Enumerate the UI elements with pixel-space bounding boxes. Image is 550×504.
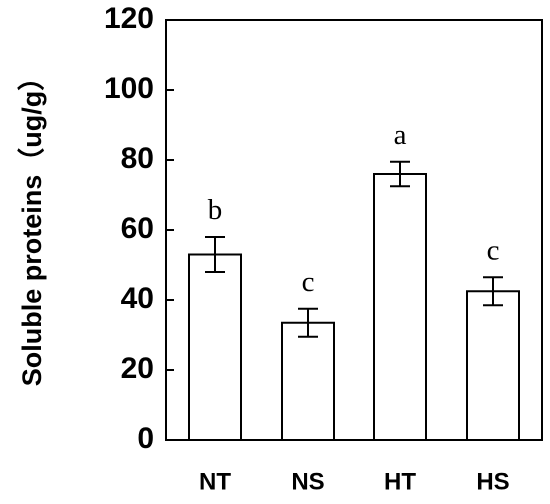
y-tick-label: 100 [104, 72, 154, 105]
significance-label: c [302, 266, 315, 298]
bar-NS [281, 321, 335, 441]
bar-NT [188, 253, 242, 441]
y-tick-label: 40 [121, 282, 154, 315]
significance-label: b [208, 194, 223, 226]
y-tick-label: 20 [121, 352, 154, 385]
y-axis: 0 20 40 60 80 100 120 [104, 2, 174, 455]
labels: b NT c NS a HT c HS [199, 119, 510, 496]
bars [188, 160, 520, 441]
x-category-label: NS [291, 468, 324, 495]
x-category-label: NT [199, 468, 231, 495]
error-bar-NT [205, 236, 225, 273]
error-bar-HS [483, 276, 503, 307]
y-tick-label: 0 [137, 422, 154, 455]
x-category-label: HT [384, 468, 416, 495]
significance-label: c [487, 234, 500, 266]
error-bar-NS [298, 307, 318, 338]
y-tick-label: 80 [121, 142, 154, 175]
x-category-label: HS [476, 468, 509, 495]
bar-HS [466, 290, 520, 441]
plot-frame [165, 19, 543, 441]
y-tick-label: 120 [104, 2, 154, 35]
significance-label: a [394, 119, 407, 151]
bar-HT [373, 173, 427, 441]
y-axis-label: Soluble proteins（ug/g） [17, 64, 47, 387]
error-bar-HT [390, 160, 410, 188]
y-tick-label: 60 [121, 212, 154, 245]
